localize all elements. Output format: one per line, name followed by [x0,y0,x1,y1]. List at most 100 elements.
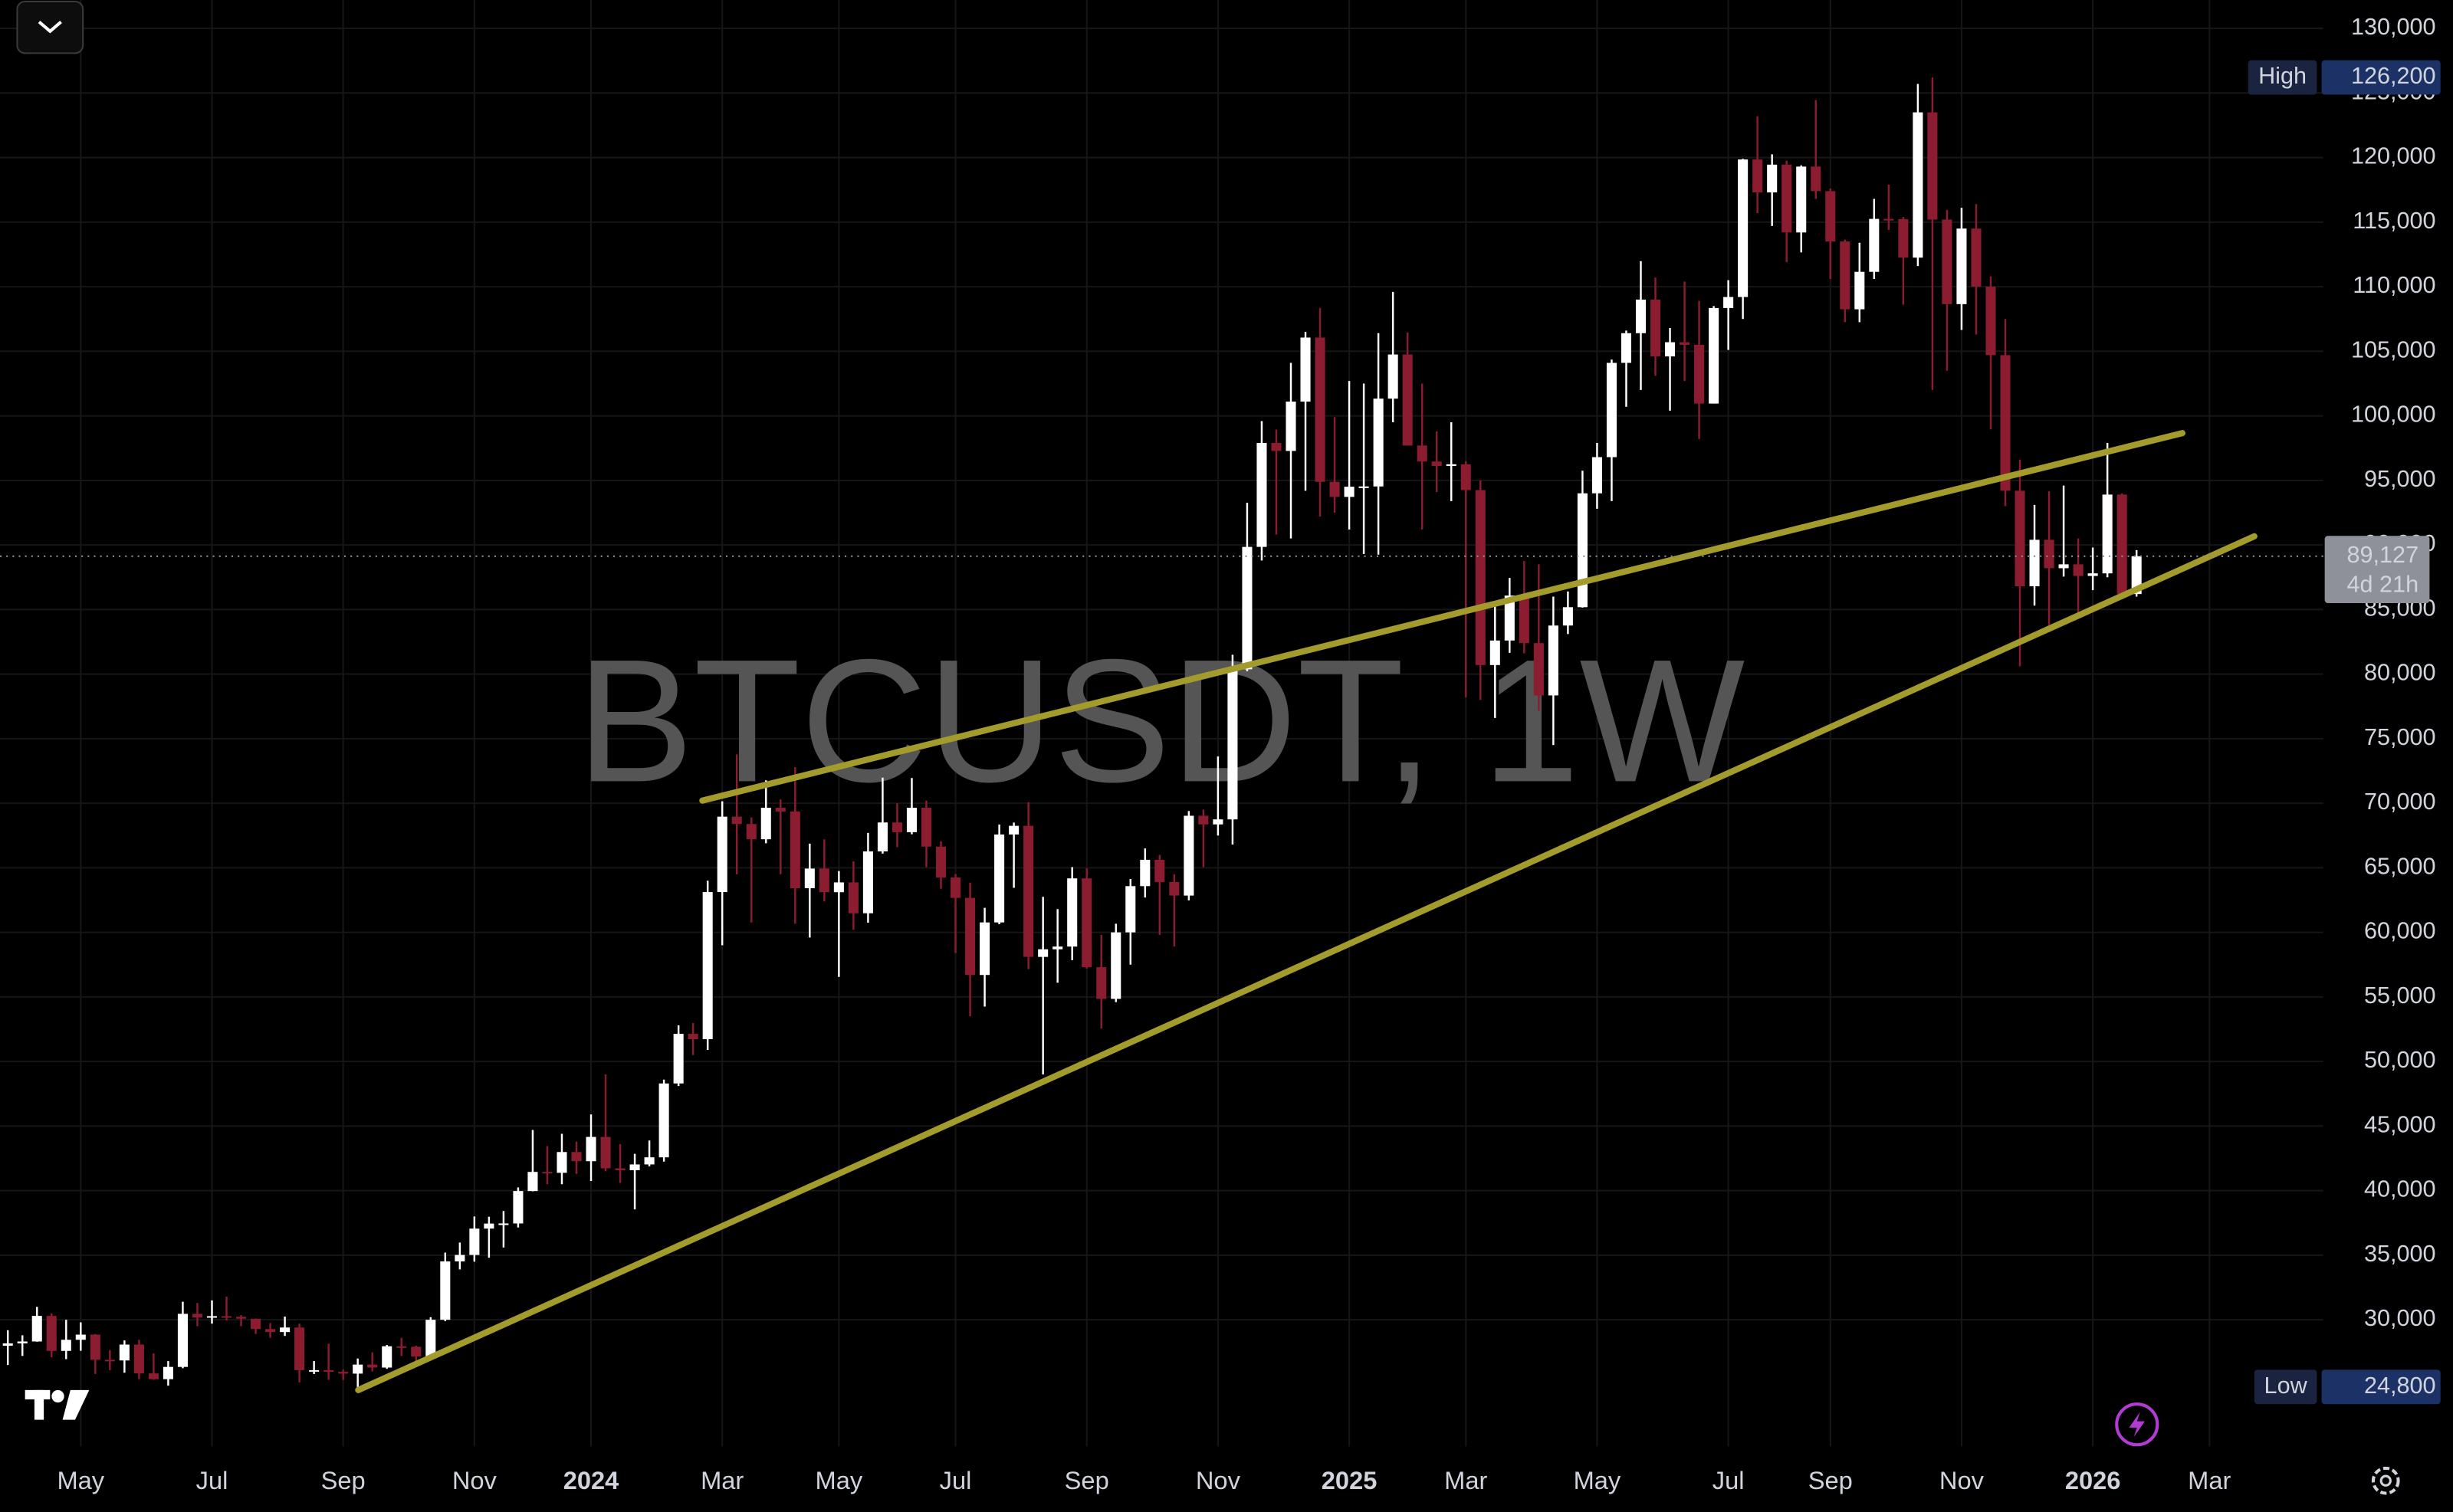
candle-body [935,846,947,878]
x-tick-label: Sep [321,1466,366,1494]
candle-body [2029,540,2040,587]
y-tick-label: 115,000 [2353,208,2435,234]
price-countdown: 4d 21h [2347,572,2419,598]
candle-body [1811,166,1821,192]
candle-body [527,1172,538,1192]
candle-body [2000,355,2011,491]
candle-body [425,1320,436,1357]
lightning-button[interactable] [2115,1402,2159,1447]
gear-icon[interactable] [2371,1466,2400,1495]
candle-body [484,1223,494,1229]
candle-body [1256,442,1267,547]
candle-body [251,1318,261,1330]
candle-body [1825,191,1836,242]
candle-body [1052,946,1063,950]
logo-part [51,1389,64,1403]
candle-body [455,1255,465,1262]
candle-body [1213,819,1223,825]
candle-body [1286,402,1296,451]
gear-hub [2379,1474,2392,1487]
y-tick-label: 120,000 [2351,143,2436,169]
candle-body [192,1314,202,1318]
y-tick-label: 55,000 [2364,982,2436,1009]
x-tick-label: Nov [452,1466,497,1494]
marker-value-box [2321,60,2441,95]
candle-body [309,1369,320,1372]
marker-tag-box [2254,1369,2317,1405]
trendlines [355,430,2258,1393]
upper-trendline [699,430,2186,804]
candle-body [1942,219,1952,304]
candle-body [702,892,713,1039]
candle-body [1242,546,1253,670]
candle-body [557,1152,567,1173]
candle-body [600,1136,611,1169]
menu-button-frame[interactable] [16,1,84,54]
candle-body [760,808,771,840]
candle-body [2015,490,2025,587]
candle-body [513,1191,524,1224]
candle-body [133,1344,144,1374]
candle-body [1591,457,1602,494]
marker-tag: Low [2264,1373,2308,1399]
logo-part [62,1389,90,1420]
candle-body [1460,464,1471,490]
candle-body [323,1369,334,1373]
candle-body [906,808,918,832]
x-tick-label: Nov [1196,1466,1241,1494]
candle-body [673,1034,684,1084]
candle-body [1985,287,1996,356]
candle-body [542,1172,553,1174]
candle-body [1344,487,1355,497]
settings-button[interactable] [2371,1466,2400,1495]
price-label-box [2324,536,2430,604]
x-tick-label: Mar [2188,1466,2231,1494]
lightning-ring[interactable] [2115,1402,2159,1447]
candle-body [1635,299,1647,333]
candle-body [163,1366,173,1379]
candle-body [746,824,757,840]
candle-body [1504,595,1515,641]
y-tick-label: 100,000 [2351,402,2436,428]
candle-body [848,882,859,913]
candle-body [119,1344,130,1361]
candle-body [294,1327,305,1370]
x-tick-label: Mar [1444,1466,1487,1494]
candle-body [731,816,742,825]
candle-body [688,1034,698,1039]
logo[interactable] [25,1389,90,1420]
candle-body [877,822,888,851]
y-tick-label: 65,000 [2364,853,2436,879]
candle-body [1606,362,1617,458]
candle-body [1665,342,1676,357]
candle-body [1475,490,1486,665]
x-tick-label: Jul [196,1466,228,1494]
candle-body [1227,669,1238,820]
candle-body [994,834,1005,923]
candle-body [1971,228,1982,287]
candle-body [104,1359,115,1362]
y-tick-label: 80,000 [2364,660,2436,686]
candle-body [353,1364,363,1374]
candle-body [236,1317,247,1319]
marker-tag: High [2258,63,2307,89]
x-tick-label: May [1574,1466,1621,1494]
candle-body [2058,564,2069,569]
y-tick-label: 105,000 [2351,336,2436,362]
candle-body [265,1329,276,1333]
candle-body [1898,218,1909,258]
y-tick-label: 130,000 [2351,14,2436,40]
candle-body [1577,493,1588,608]
candle-body [1956,228,1967,304]
candle-body [498,1223,509,1225]
candle-body [382,1346,392,1368]
candle-body [644,1157,655,1165]
candle-body [892,822,902,832]
candle-body [2102,494,2113,574]
candle-body [629,1164,640,1171]
menu-button[interactable] [16,1,84,54]
candle-body [17,1341,28,1344]
candle-body [1315,337,1325,482]
candle-body [367,1364,378,1368]
